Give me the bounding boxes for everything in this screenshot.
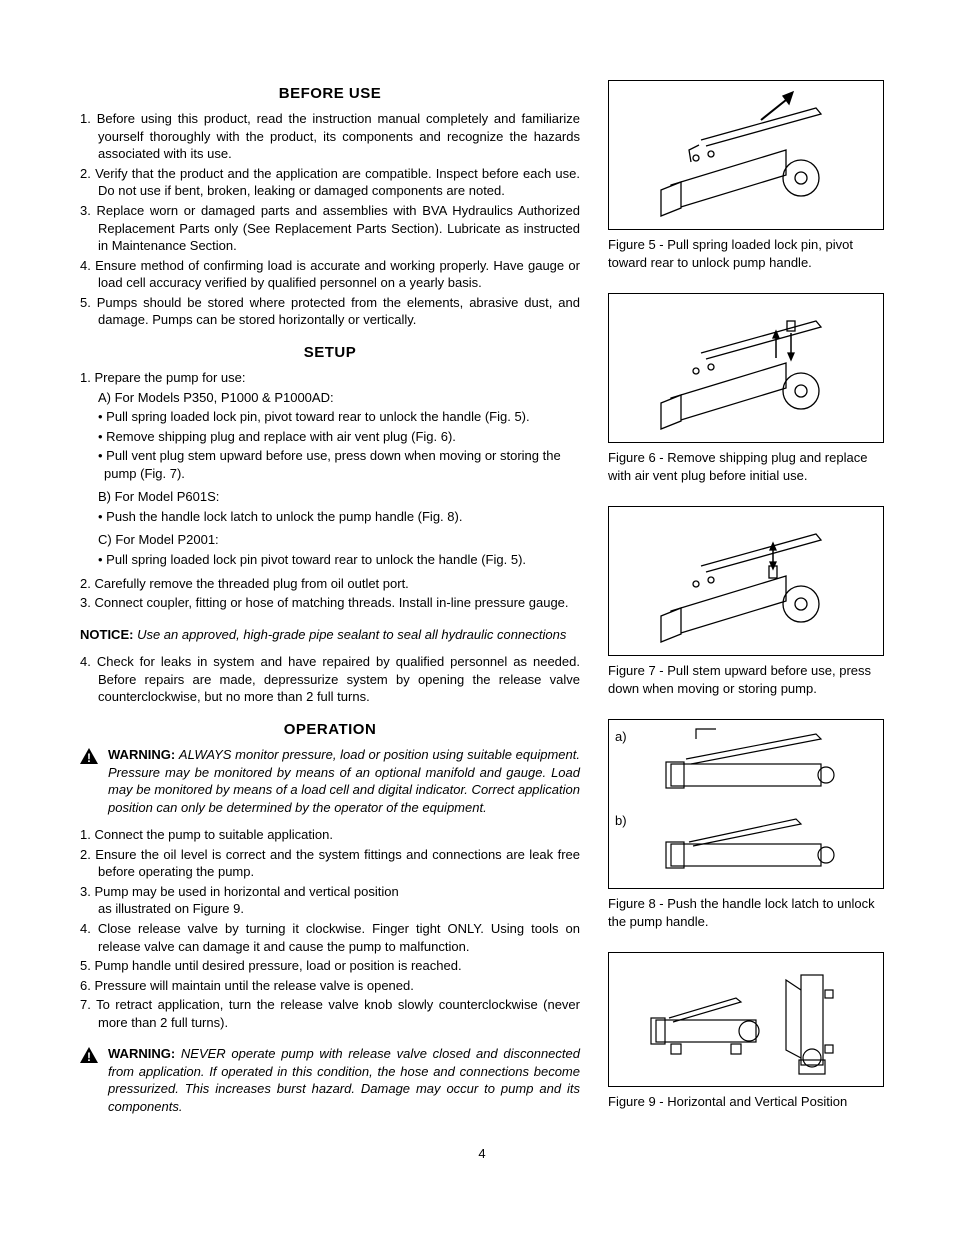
operation-heading: OPERATION — [80, 720, 580, 740]
figure-7 — [608, 506, 884, 656]
notice-label: NOTICE: — [80, 627, 133, 642]
before-use-heading: BEFORE USE — [80, 84, 580, 104]
warning-icon: ! — [80, 746, 100, 816]
setup-list: 1. Prepare the pump for use: A) For Mode… — [80, 369, 580, 612]
setup-heading: SETUP — [80, 343, 580, 363]
page-number: 4 — [80, 1145, 884, 1163]
figure-7-caption: Figure 7 - Pull stem upward before use, … — [608, 662, 884, 697]
figure-8-caption: Figure 8 - Push the handle lock latch to… — [608, 895, 884, 930]
list-item: 4. Check for leaks in system and have re… — [80, 653, 580, 706]
bullet-item: Pull spring loaded lock pin pivot toward… — [80, 551, 580, 569]
bullet-item: Pull spring loaded lock pin, pivot towar… — [80, 408, 580, 426]
list-item: 6. Pressure will maintain until the rele… — [80, 977, 580, 995]
warning-block: ! WARNING: NEVER operate pump with relea… — [80, 1045, 580, 1115]
list-item: 1. Before using this product, read the i… — [80, 110, 580, 163]
operation-list: 1. Connect the pump to suitable applicat… — [80, 826, 580, 1031]
list-item: 3. Replace worn or damaged parts and ass… — [80, 202, 580, 255]
list-item: 3. Pump may be used in horizontal and ve… — [80, 883, 580, 918]
before-use-list: 1. Before using this product, read the i… — [80, 110, 580, 329]
svg-text:!: ! — [87, 1050, 91, 1063]
figure-8-label-b: b) — [615, 812, 627, 830]
notice-block: NOTICE: Use an approved, high-grade pipe… — [80, 626, 580, 644]
list-item: 4. Close release valve by turning it clo… — [80, 920, 580, 955]
figure-6 — [608, 293, 884, 443]
figure-5-caption: Figure 5 - Pull spring loaded lock pin, … — [608, 236, 884, 271]
list-item: 2. Verify that the product and the appli… — [80, 165, 580, 200]
figure-9 — [608, 952, 884, 1087]
warning-label: WARNING: — [108, 1046, 175, 1061]
list-item: 1. Connect the pump to suitable applicat… — [80, 826, 580, 844]
svg-text:!: ! — [87, 751, 91, 764]
figure-8-label-a: a) — [615, 728, 627, 746]
figure-9-caption: Figure 9 - Horizontal and Vertical Posit… — [608, 1093, 884, 1111]
list-item: 5. Pumps should be stored where protecte… — [80, 294, 580, 329]
list-item: 1. Prepare the pump for use: — [80, 369, 580, 387]
bullet-item: Push the handle lock latch to unlock the… — [80, 508, 580, 526]
sub-item: C) For Model P2001: — [80, 531, 580, 549]
list-item: 5. Pump handle until desired pressure, l… — [80, 957, 580, 975]
figure-5 — [608, 80, 884, 230]
warning-icon: ! — [80, 1045, 100, 1115]
bullet-item: Remove shipping plug and replace with ai… — [80, 428, 580, 446]
list-item: 3. Connect coupler, fitting or hose of m… — [80, 594, 580, 612]
list-item: 2. Ensure the oil level is correct and t… — [80, 846, 580, 881]
warning-block: ! WARNING: ALWAYS monitor pressure, load… — [80, 746, 580, 816]
figure-6-caption: Figure 6 - Remove shipping plug and repl… — [608, 449, 884, 484]
warning-label: WARNING: — [108, 747, 175, 762]
sub-item: A) For Models P350, P1000 & P1000AD: — [80, 389, 580, 407]
figure-8: a) b) — [608, 719, 884, 889]
setup-list-cont: 4. Check for leaks in system and have re… — [80, 653, 580, 706]
list-item: 2. Carefully remove the threaded plug fr… — [80, 575, 580, 593]
bullet-item: Pull vent plug stem upward before use, p… — [80, 447, 580, 482]
sub-item: B) For Model P601S: — [80, 488, 580, 506]
list-item: 7. To retract application, turn the rele… — [80, 996, 580, 1031]
list-item: 4. Ensure method of confirming load is a… — [80, 257, 580, 292]
